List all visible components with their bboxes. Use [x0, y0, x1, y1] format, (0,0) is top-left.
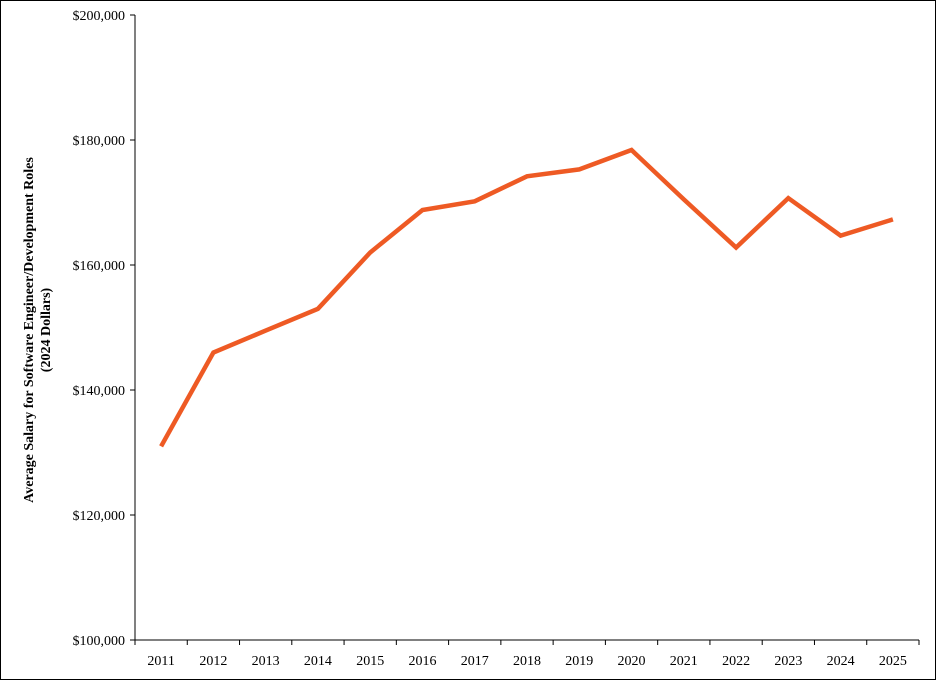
y-tick-label: $140,000	[73, 384, 126, 399]
x-tick-label: 2024	[827, 654, 855, 669]
x-tick-label: 2022	[722, 654, 750, 669]
y-tick-label: $120,000	[73, 509, 126, 524]
x-tick-label: 2011	[147, 654, 174, 669]
x-tick-label: 2013	[252, 654, 280, 669]
x-tick-label: 2019	[565, 654, 593, 669]
y-axis: $100,000 $120,000 $140,000 $160,000 $180,000…	[73, 9, 136, 649]
y-axis-title-line1: Average Salary for Software Engineer/Dev…	[22, 157, 37, 503]
x-tick-label: 2020	[618, 654, 646, 669]
y-axis-title-line2: (2024 Dollars)	[39, 287, 54, 372]
y-tick-label: $200,000	[73, 9, 126, 24]
x-axis: 2011 2012 2013 2014 2015 2016 2017 2018 2019 2020…	[134, 639, 920, 669]
x-tick-label: 2017	[461, 654, 489, 669]
series-layer	[159, 147, 894, 448]
x-tick-label: 2012	[199, 654, 227, 669]
x-tick-label: 2025	[879, 654, 907, 669]
series-line	[159, 147, 894, 448]
y-tick-label: $180,000	[73, 134, 126, 149]
y-tick-label: $100,000	[73, 634, 126, 649]
x-tick-label: 2015	[356, 654, 384, 669]
x-tick-label: 2016	[408, 654, 436, 669]
y-tick-label: $160,000	[73, 259, 126, 274]
x-tick-label: 2023	[774, 654, 802, 669]
x-tick-label: 2018	[513, 654, 541, 669]
x-tick-label: 2014	[304, 654, 332, 669]
x-tick-label: 2021	[670, 654, 698, 669]
